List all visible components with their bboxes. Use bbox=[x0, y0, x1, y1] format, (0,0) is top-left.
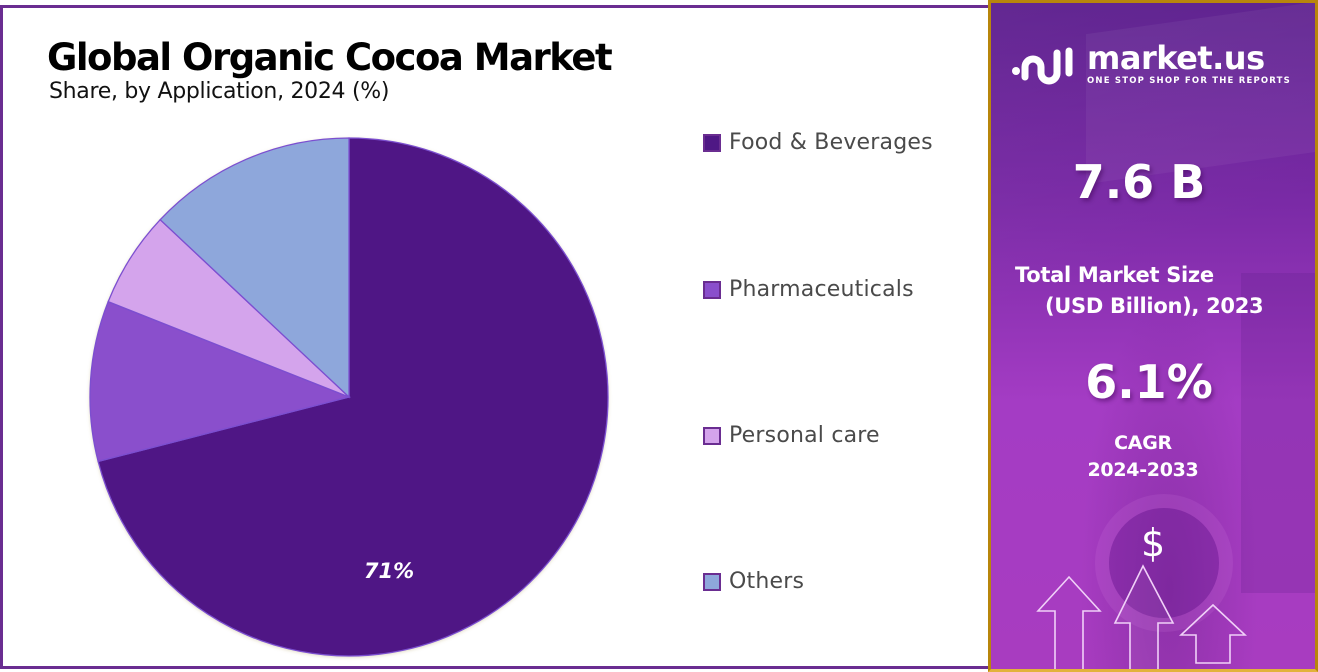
legend-item-others: Others bbox=[703, 569, 804, 594]
chart-title: Global Organic Cocoa Market bbox=[47, 36, 613, 79]
pie-chart: 71% bbox=[89, 137, 609, 657]
legend-label: Personal care bbox=[729, 423, 880, 448]
market-us-logo: market.us ONE STOP SHOP FOR THE REPORTS bbox=[1011, 39, 1291, 87]
legend-item-pharmaceuticals: Pharmaceuticals bbox=[703, 277, 914, 302]
dollar-icon: $ bbox=[1141, 521, 1166, 565]
legend-swatch-pharmaceuticals bbox=[703, 280, 721, 299]
chart-card: Global Organic Cocoa Market Share, by Ap… bbox=[0, 5, 990, 669]
background-decoration bbox=[1241, 273, 1315, 593]
logo-name: market.us bbox=[1087, 39, 1265, 77]
pie-slice-others bbox=[159, 137, 350, 399]
cagr-label: CAGR bbox=[1114, 432, 1172, 454]
legend-swatch-food-beverages bbox=[703, 133, 721, 152]
logo-tagline: ONE STOP SHOP FOR THE REPORTS bbox=[1087, 76, 1291, 86]
legend-label: Others bbox=[729, 569, 805, 594]
pie-slice-label: 71% bbox=[364, 559, 414, 583]
market-size-value: 7.6 B bbox=[1072, 155, 1206, 209]
market-size-label-line2: (USD Billion), 2023 bbox=[1045, 294, 1264, 318]
market-size-label-line1: Total Market Size bbox=[1015, 263, 1214, 287]
growth-arrows-icon bbox=[1036, 564, 1248, 669]
market-us-logo-icon bbox=[1012, 47, 1073, 85]
legend-item-food-beverages: Food & Beverages bbox=[703, 130, 933, 155]
legend-label: Food & Beverages bbox=[729, 130, 933, 155]
cagr-period-label: 2024-2033 bbox=[1087, 459, 1199, 481]
legend-swatch-others bbox=[703, 572, 721, 591]
cagr-value: 6.1% bbox=[1085, 355, 1213, 409]
legend-swatch-personal-care bbox=[703, 426, 721, 445]
pie-slice-food-beverages bbox=[97, 137, 609, 657]
pie-slice-pharmaceuticals bbox=[89, 300, 352, 463]
chart-subtitle: Share, by Application, 2024 (%) bbox=[49, 79, 390, 104]
legend-label: Pharmaceuticals bbox=[729, 277, 914, 302]
legend-item-personal-care: Personal care bbox=[703, 423, 880, 448]
summary-panel: market.us ONE STOP SHOP FOR THE REPORTS … bbox=[988, 0, 1318, 672]
